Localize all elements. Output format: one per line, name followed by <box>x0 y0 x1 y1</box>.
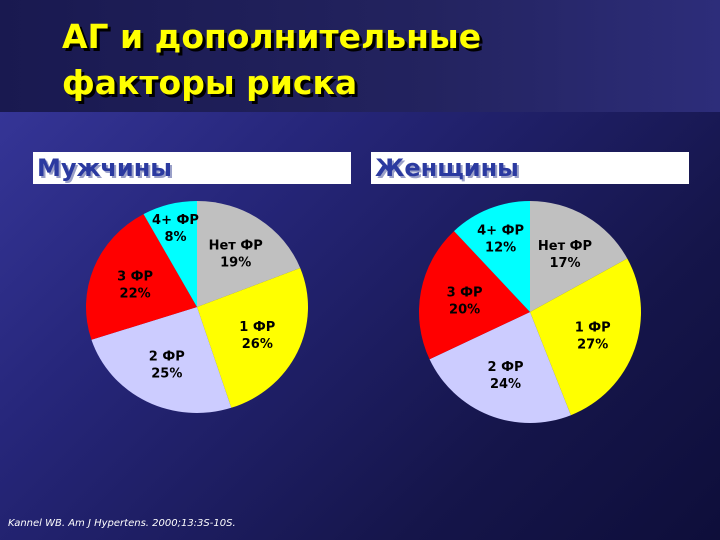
women-chart-title: Женщины <box>371 152 689 184</box>
women-slice-4 <box>454 201 530 312</box>
men-slice-4 <box>143 201 197 307</box>
women-slice-1 <box>530 258 641 416</box>
men-slice-label-1: 1 ФР 26% <box>239 320 275 352</box>
men-chart-title: Мужчины <box>33 152 351 184</box>
slide-title-line-1: АГ и дополнительные <box>62 17 482 56</box>
women-slice-label-2: 2 ФР 24% <box>488 360 524 392</box>
men-slice-label-4: 4+ ФР 8% <box>152 213 199 245</box>
men-slice-2 <box>91 307 232 413</box>
men-slice-label-2: 2 ФР 25% <box>149 350 185 382</box>
women-slice-label-1: 1 ФР 27% <box>575 321 611 353</box>
men-slice-3 <box>85 214 197 340</box>
men-pie-chart: Нет ФР 19% 1 ФР 26% 2 ФР 25% 3 ФР 22% 4+ ФР 8% <box>85 201 309 413</box>
men-slice-0 <box>197 201 301 307</box>
women-pie-chart: Нет ФР 17% 1 ФР 27% 2 ФР 24% 3 ФР 20% 4+ ФР 12% <box>418 201 641 424</box>
women-slice-0 <box>530 201 628 312</box>
women-slice-label-4: 4+ ФР 12% <box>477 224 524 256</box>
men-slice-1 <box>197 267 309 408</box>
source-citation: Kannel WB. Am J Hypertens. 2000;13:3S-10… <box>8 518 236 529</box>
men-slice-label-0: Нет ФР 19% <box>209 239 263 271</box>
men-slice-label-3: 3 ФР 22% <box>117 270 153 302</box>
slide-title-line-2: факторы риска <box>62 63 358 102</box>
women-slice-label-3: 3 ФР 20% <box>447 286 483 318</box>
women-slice-label-0: Нет ФР 17% <box>538 239 592 271</box>
women-slice-2 <box>429 312 571 424</box>
title-band <box>0 0 720 112</box>
women-slice-3 <box>418 231 530 360</box>
slide-title: АГ и дополнительные факторы риска <box>62 14 481 106</box>
